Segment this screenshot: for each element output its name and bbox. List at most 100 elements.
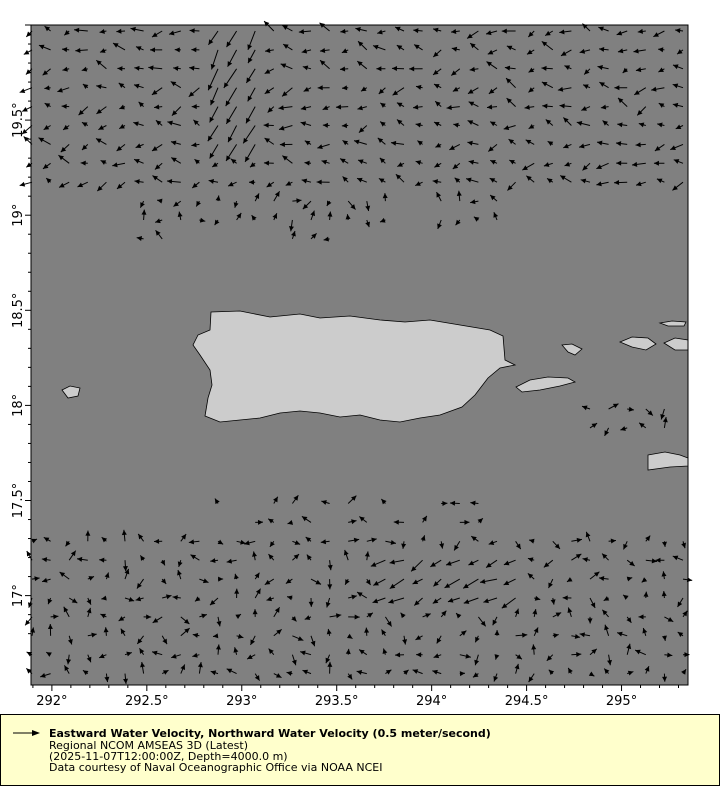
velocity-arrow (515, 632, 528, 638)
velocity-arrow (566, 577, 573, 583)
arrow-head (135, 596, 142, 602)
velocity-arrow (291, 494, 299, 504)
arrow-head (320, 60, 326, 66)
velocity-arrow (180, 664, 186, 674)
velocity-arrow (598, 576, 609, 581)
arrow-head (435, 101, 441, 107)
arrow-head (160, 559, 165, 566)
velocity-arrow (41, 577, 51, 583)
velocity-arrow (598, 46, 609, 52)
velocity-arrow (192, 633, 200, 638)
velocity-arrow (31, 576, 40, 582)
arrow-head (208, 178, 215, 184)
arrow-head (255, 588, 261, 595)
arrow-head (542, 103, 548, 109)
velocity-arrow (210, 49, 219, 70)
arrow-head (494, 630, 500, 636)
arrow-head (436, 192, 442, 198)
velocity-arrow (664, 652, 673, 658)
arrow-head (99, 653, 105, 659)
arrow-head (210, 63, 216, 70)
arrow-head (155, 120, 162, 126)
arrow-head (432, 179, 439, 185)
reference-arrow-icon (13, 730, 40, 736)
arrow-head (264, 69, 271, 74)
arrow-head (57, 87, 63, 93)
arrow-head (602, 609, 608, 616)
arrow-head (268, 518, 274, 524)
velocity-arrow (412, 104, 423, 110)
velocity-arrow (357, 105, 367, 111)
velocity-arrow (356, 60, 368, 70)
arrow-head (209, 116, 215, 123)
arrow-head (189, 28, 195, 34)
arrow-head (351, 495, 357, 501)
arrow-head (345, 214, 351, 220)
arrow-head (74, 27, 80, 33)
velocity-arrow (116, 28, 126, 34)
arrow-head (306, 554, 312, 561)
arrow-head (647, 410, 653, 416)
arrow-head (104, 676, 110, 683)
velocity-arrow (66, 654, 72, 665)
velocity-arrow (135, 596, 144, 602)
velocity-arrow (436, 191, 442, 202)
velocity-arrow (528, 87, 535, 93)
velocity-arrow (571, 553, 582, 561)
arrow-head (396, 45, 403, 50)
arrow-head (322, 105, 329, 110)
velocity-arrow (234, 573, 239, 580)
velocity-arrow (492, 616, 498, 626)
arrow-head (41, 557, 48, 563)
velocity-arrow (360, 86, 368, 92)
velocity-arrow (501, 28, 516, 34)
arrow-head (46, 178, 52, 184)
arrow-head (560, 51, 567, 56)
arrow-head (532, 609, 538, 615)
velocity-arrow (382, 648, 388, 655)
arrow-head (170, 81, 177, 87)
velocity-arrow (638, 122, 646, 128)
velocity-arrow (282, 43, 293, 51)
velocity-arrow (579, 48, 591, 54)
velocity-arrow (437, 219, 442, 230)
velocity-arrow (422, 515, 428, 523)
arrow-head (433, 27, 439, 33)
arrow-head (86, 599, 92, 605)
arrow-head (196, 200, 201, 207)
arrow-head (243, 137, 249, 144)
arrow-head (357, 105, 363, 111)
arrow-head (470, 500, 476, 506)
arrow-head (527, 557, 534, 563)
velocity-arrow (292, 540, 301, 545)
velocity-arrow (597, 65, 609, 70)
arrow-head (304, 160, 310, 166)
arrow-head (675, 124, 682, 130)
velocity-arrow (124, 568, 130, 580)
arrow-head (617, 122, 623, 128)
arrow-head (466, 177, 472, 183)
arrow-head (279, 142, 285, 148)
x-tick-label: 293.5° (315, 694, 359, 709)
velocity-arrow (285, 181, 293, 186)
arrow-head (463, 583, 469, 589)
velocity-arrow (528, 124, 535, 130)
arrow-head (415, 635, 422, 640)
velocity-arrow (148, 65, 163, 71)
velocity-arrow (245, 106, 256, 124)
velocity-arrow (98, 653, 107, 659)
arrow-head (77, 182, 84, 188)
velocity-arrow (347, 673, 353, 680)
arrow-head (638, 614, 644, 620)
arrow-head (188, 91, 195, 97)
arrow-head (503, 560, 510, 566)
velocity-arrow (644, 665, 650, 674)
arrow-head (582, 557, 588, 563)
velocity-arrow (402, 635, 408, 645)
velocity-arrow (563, 143, 572, 149)
arrow-head (604, 624, 609, 631)
arrow-head (311, 233, 317, 239)
velocity-arrow (188, 87, 200, 98)
arrow-head (355, 27, 361, 32)
land-mona (61, 385, 81, 399)
